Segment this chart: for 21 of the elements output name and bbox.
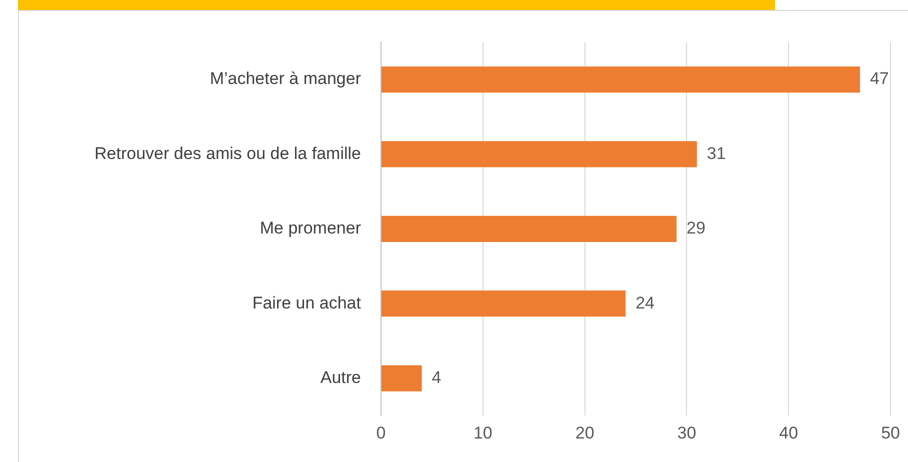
y-tick-label: Retrouver des amis ou de la famille [94, 144, 361, 163]
data-label: 24 [636, 293, 655, 312]
x-tick-label: 40 [779, 423, 798, 442]
x-tick-label: 30 [677, 423, 696, 442]
bar [382, 290, 626, 317]
data-label: 29 [686, 218, 706, 238]
x-tick-label: 0 [376, 423, 386, 442]
y-tick-label: M’acheter à manger [210, 69, 362, 88]
bar [382, 365, 422, 392]
y-tick-label: Autre [320, 368, 361, 387]
x-tick-label: 10 [473, 423, 492, 442]
bar [382, 216, 677, 242]
y-tick-label: Me promener [260, 218, 362, 238]
data-label: 31 [706, 144, 726, 163]
x-tick-label: 50 [881, 423, 900, 442]
data-label: 4 [432, 368, 442, 387]
bar [382, 66, 860, 93]
data-label: 47 [870, 69, 889, 88]
y-tick-label: Faire un achat [252, 293, 362, 312]
bar [382, 141, 697, 168]
x-tick-label: 20 [575, 423, 594, 442]
